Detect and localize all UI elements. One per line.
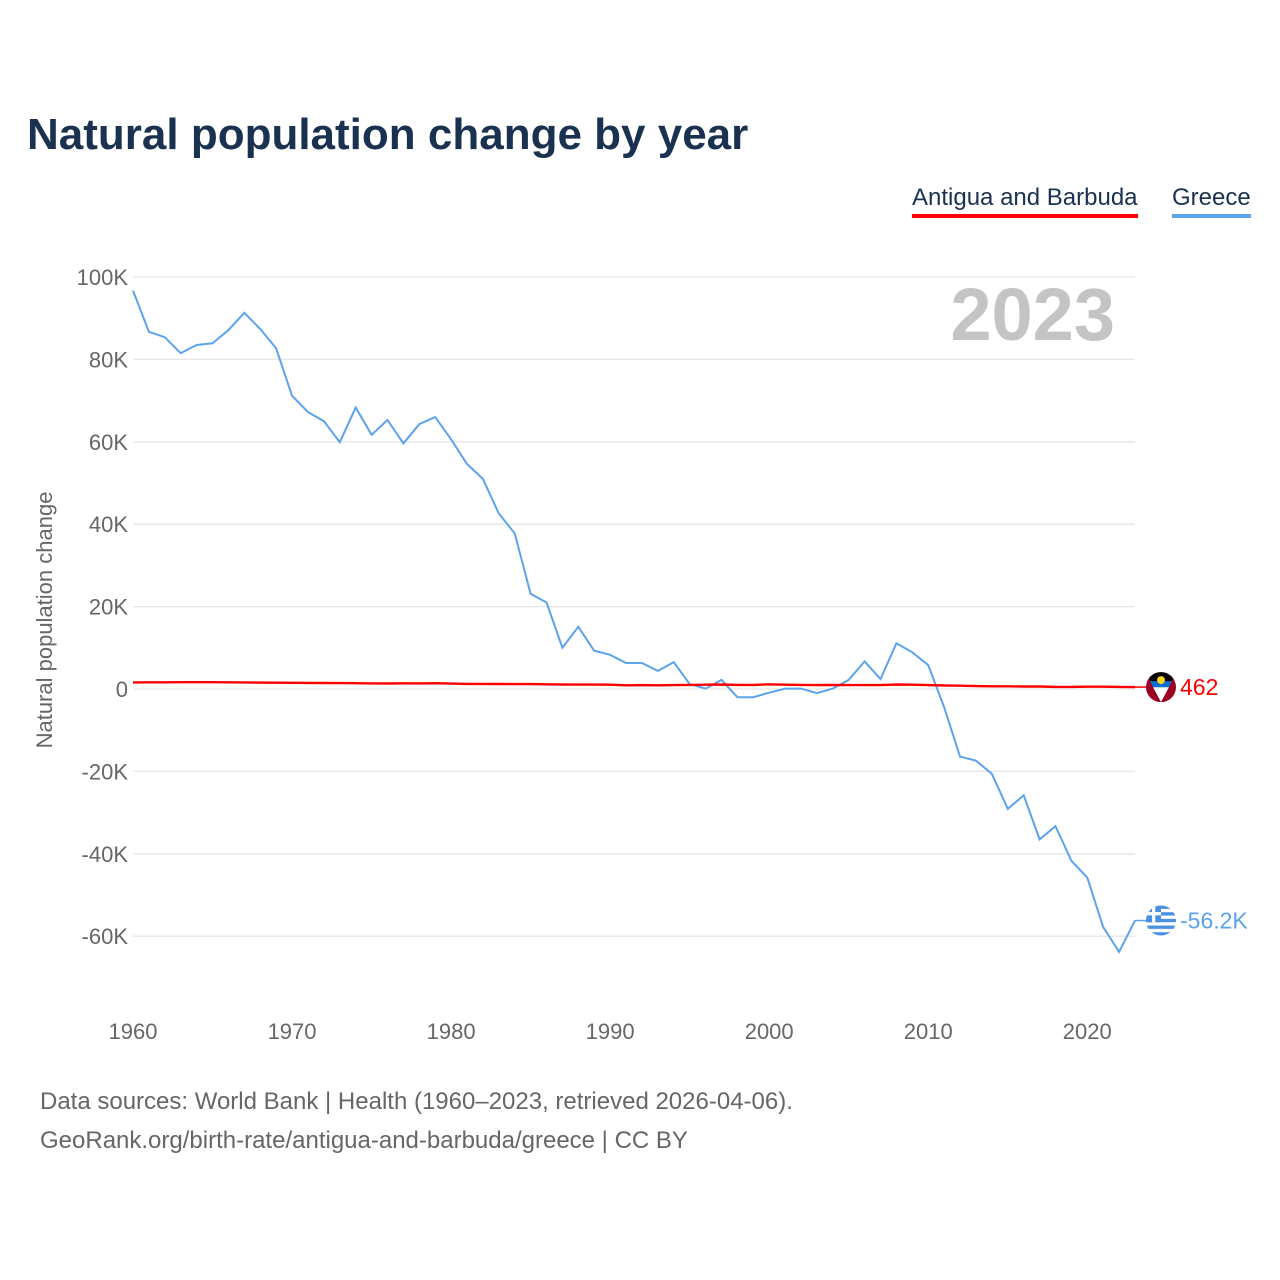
y-tick-label: -20K xyxy=(82,759,129,784)
y-tick-label: 40K xyxy=(89,512,128,537)
x-tick-label: 2010 xyxy=(904,1019,953,1044)
y-tick-label: 60K xyxy=(89,430,128,455)
series-line-antigua-and-barbuda xyxy=(132,681,1136,689)
y-tick-label: 80K xyxy=(89,347,128,372)
y-tick-label: -60K xyxy=(82,924,129,949)
x-tick-label: 2000 xyxy=(745,1019,794,1044)
chart-title: Natural population change by year xyxy=(27,110,749,159)
x-tick-label: 1980 xyxy=(427,1019,476,1044)
y-tick-label: 20K xyxy=(89,595,128,620)
y-tick-label: -40K xyxy=(82,842,129,867)
x-tick-label: 1990 xyxy=(586,1019,635,1044)
greece-flag-icon xyxy=(1146,905,1176,936)
x-tick-label: 2020 xyxy=(1063,1019,1112,1044)
end-value-label: -56.2K xyxy=(1180,908,1248,934)
y-axis-label: Natural population change xyxy=(32,492,57,749)
x-tick-label: 1970 xyxy=(268,1019,317,1044)
y-tick-label: 0 xyxy=(116,677,128,702)
y-tick-label: 100K xyxy=(77,265,129,290)
series-line-greece xyxy=(132,290,1136,954)
legend-item-antigua-and-barbuda[interactable]: Antigua and Barbuda xyxy=(912,184,1138,218)
source-line-2[interactable]: GeoRank.org/birth-rate/antigua-and-barbu… xyxy=(40,1127,688,1154)
year-watermark: 2023 xyxy=(950,273,1115,356)
end-value-label: 462 xyxy=(1180,674,1218,700)
antigua-flag-icon xyxy=(1146,672,1176,703)
source-line-1: Data sources: World Bank | Health (1960–… xyxy=(40,1088,793,1115)
x-tick-label: 1960 xyxy=(109,1019,158,1044)
legend-item-greece[interactable]: Greece xyxy=(1172,184,1251,218)
